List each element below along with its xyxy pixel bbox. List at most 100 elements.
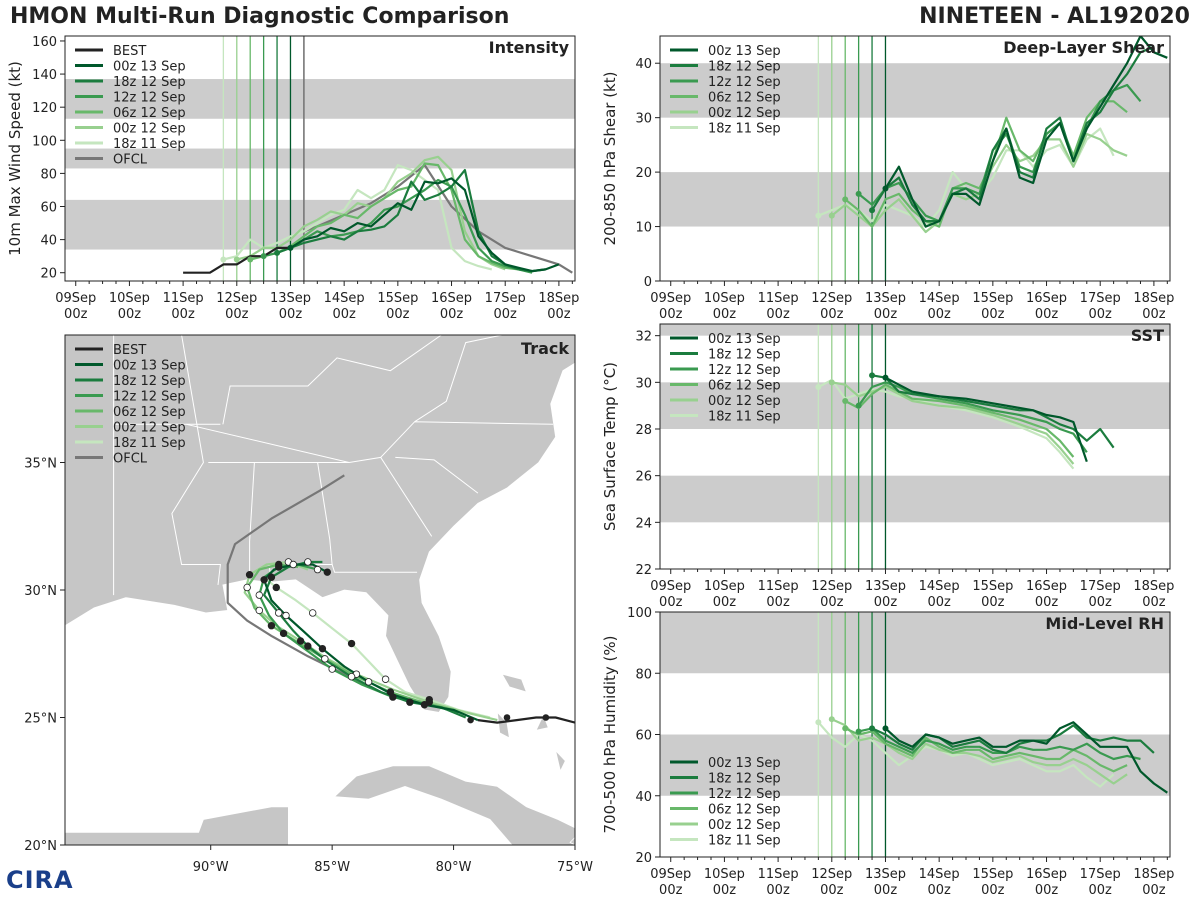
best-track-dot [503, 714, 511, 721]
intensity-xtick-hour: 00z [225, 307, 249, 322]
sst-ytick-label: 28 [635, 423, 652, 438]
sst-plot-area [660, 324, 1170, 569]
intensity-ytick-label: 60 [40, 201, 57, 216]
shear-plot-area [660, 36, 1170, 281]
rh-plot-area [660, 612, 1170, 857]
rh-xtick-hour: 00z [713, 883, 737, 898]
sst-band-1 [660, 382, 1170, 429]
intensity-legend-label: 00z 13 Sep [113, 60, 186, 75]
sst-panel-title: SST [1131, 326, 1164, 345]
sst-series-00z-12-Sep [831, 381, 1075, 465]
intensity-series-06z-12-Sep [249, 162, 519, 271]
sst-panel: 22242628303209Sep00z10Sep00z11Sep00z12Se… [601, 323, 1174, 610]
track-ytick-label: 35°N [24, 457, 57, 472]
state-border-9 [222, 335, 442, 425]
sst-start-dot [855, 402, 862, 409]
sst-xtick-hour: 00z [659, 595, 683, 610]
sst-xtick-hour: 00z [981, 595, 1005, 610]
shear-xtick-day: 15Sep [972, 291, 1013, 306]
track-ytick-label: 30°N [24, 584, 57, 599]
land-shape-7 [569, 836, 575, 845]
sst-legend-label: 06z 12 Sep [708, 379, 781, 394]
state-border-2 [249, 462, 255, 580]
intensity-xtick-hour: 00z [440, 307, 464, 322]
shear-ytick-label: 40 [635, 57, 652, 72]
shear-legend-label: 00z 13 Sep [708, 44, 781, 59]
shear-xtick-day: 09Sep [650, 291, 691, 306]
sst-xtick-day: 14Sep [919, 579, 960, 594]
shear-start-dot [828, 212, 835, 219]
shear-ytick-label: 0 [644, 275, 652, 290]
sst-xtick-hour: 00z [927, 595, 951, 610]
track-position-dot [309, 609, 317, 617]
storm-id-title: NINETEEN - AL192020 [919, 4, 1190, 29]
track-xtick-label: 85°W [314, 860, 350, 875]
state-border-4 [331, 564, 418, 573]
sst-xtick-day: 11Sep [758, 579, 799, 594]
track-position-dot [279, 629, 288, 638]
track-position-dot [321, 655, 329, 663]
intensity-legend-label: BEST [113, 44, 146, 59]
track-position-dot [313, 565, 322, 574]
rh-legend-label: 00z 12 Sep [708, 818, 781, 833]
intensity-band-1 [65, 148, 575, 169]
track-position-dot [347, 673, 356, 681]
intensity-ytick-label: 20 [40, 267, 57, 282]
track-legend-label: OFCL [113, 452, 148, 467]
shear-xtick-day: 14Sep [919, 291, 960, 306]
track-legend-label: 00z 13 Sep [113, 359, 186, 374]
shear-panel: 01020304009Sep00z10Sep00z11Sep00z12Sep00… [601, 35, 1174, 322]
intensity-series-00z-13-Sep [289, 177, 560, 273]
intensity-legend-label: 18z 12 Sep [113, 75, 186, 90]
shear-xtick-hour: 00z [1035, 307, 1059, 322]
sst-ytick-label: 30 [635, 376, 652, 391]
track-plot-area [65, 335, 575, 845]
shear-legend-label: 18z 12 Sep [708, 60, 781, 75]
intensity-xtick-day: 11Sep [163, 291, 204, 306]
sst-xtick-day: 16Sep [1026, 579, 1067, 594]
intensity-xtick-hour: 00z [279, 307, 303, 322]
shear-ytick-label: 30 [635, 112, 652, 127]
rh-series-18z-12-Sep [871, 724, 1155, 755]
track-legend-label: 12z 12 Sep [113, 390, 186, 405]
sst-xtick-day: 18Sep [1133, 579, 1174, 594]
intensity-series-12z-12-Sep [263, 178, 533, 274]
sst-band-2 [660, 324, 1170, 336]
rh-panel: 2040608010009Sep00z10Sep00z11Sep00z12Sep… [601, 606, 1174, 898]
intensity-ytick-label: 160 [32, 35, 57, 50]
track-position-dot [275, 563, 283, 571]
intensity-xtick-hour: 00z [118, 307, 142, 322]
sst-ytick-label: 24 [635, 516, 652, 531]
sst-start-dot [882, 374, 889, 381]
track-series-00z-12-Sep [243, 560, 498, 722]
rh-xtick-day: 14Sep [919, 867, 960, 882]
track-position-dot [304, 558, 312, 566]
land-shape-3 [501, 673, 528, 693]
intensity-xtick-hour: 00z [64, 307, 88, 322]
track-panel: 90°W 85°W 80°W 75°W 20°N 25°N 30°N 35°N Track BES… [24, 334, 593, 875]
track-position-dot [364, 678, 373, 686]
rh-legend-label: 18z 11 Sep [708, 834, 781, 849]
shear-xtick-day: 10Sep [704, 291, 745, 306]
shear-panel-title: Deep-Layer Shear [1003, 38, 1164, 57]
track-series-18z-11-Sep [263, 576, 491, 719]
sst-xtick-hour: 00z [1035, 595, 1059, 610]
sst-series-12z-12-Sep [857, 381, 1088, 453]
track-xtick-label: 75°W [557, 860, 593, 875]
rh-series-00z-13-Sep [884, 721, 1168, 794]
rh-ytick-label: 100 [627, 606, 652, 621]
track-series-OFCL [226, 474, 382, 693]
rh-series-12z-12-Sep [858, 727, 1141, 761]
track-position-dot [255, 591, 263, 599]
track-position-dot [318, 644, 327, 653]
rh-xtick-hour: 00z [927, 883, 951, 898]
cira-logo: CIRA [6, 866, 74, 894]
sst-ytick-label: 22 [635, 563, 652, 578]
intensity-xtick-hour: 00z [171, 307, 195, 322]
land-shape-1 [333, 765, 575, 845]
rh-xtick-hour: 00z [766, 883, 790, 898]
track-position-dot [272, 583, 280, 592]
intensity-ytick-label: 40 [40, 234, 57, 249]
rh-band-1 [660, 612, 1170, 674]
track-position-dot [267, 573, 276, 581]
